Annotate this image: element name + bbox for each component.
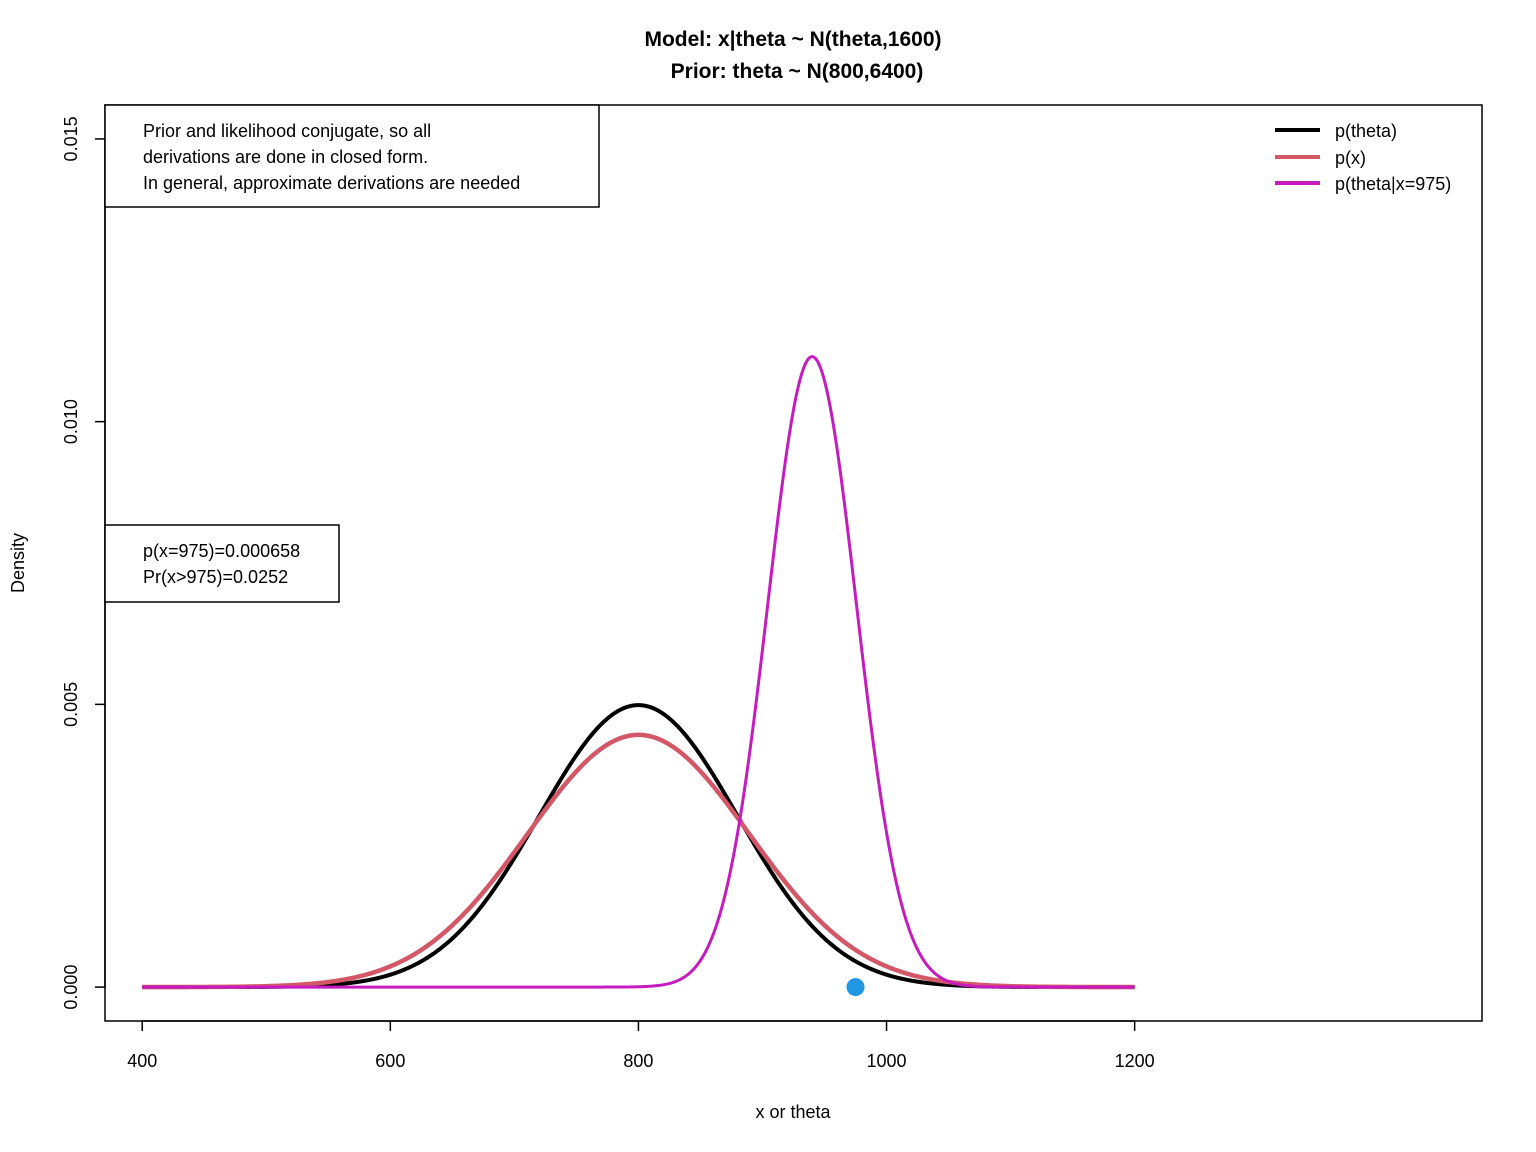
annotation-line: derivations are done in closed form.	[143, 147, 428, 167]
x-axis-label: x or theta	[755, 1102, 831, 1122]
x-tick-label: 800	[623, 1051, 653, 1071]
annotation-box-evidence: p(x=975)=0.000658 Pr(x>975)=0.0252	[104, 524, 340, 603]
chart-title-line-1: Model: x|theta ~ N(theta,1600)	[644, 28, 941, 51]
chart-title-line-2: Prior: theta ~ N(800,6400)	[671, 60, 924, 83]
annotation-line: Pr(x>975)=0.0252	[143, 567, 288, 587]
observed-x-marker	[846, 978, 865, 997]
legend-label-marginal: p(x)	[1335, 148, 1366, 168]
y-tick-label: 0.005	[61, 682, 81, 727]
x-tick-label: 1000	[867, 1051, 907, 1071]
y-axis-label: Density	[8, 533, 28, 593]
x-tick-label: 400	[127, 1051, 157, 1071]
y-tick-label: 0.015	[61, 116, 81, 161]
series-layer	[141, 355, 1136, 990]
series-line-1	[141, 703, 1136, 990]
series-line-3	[141, 355, 1135, 989]
legend: p(theta) p(x) p(theta|x=975)	[1275, 121, 1451, 194]
x-tick-label: 1200	[1115, 1051, 1155, 1071]
x-axis: 400 600 800 1000 1200	[127, 1020, 1155, 1071]
annotation-line: Prior and likelihood conjugate, so all	[143, 121, 431, 141]
y-tick-label: 0.010	[61, 399, 81, 444]
annotation-box-conjugacy: Prior and likelihood conjugate, so all d…	[104, 104, 600, 208]
series-line-2	[141, 732, 1136, 990]
x-tick-label: 600	[375, 1051, 405, 1071]
y-tick-label: 0.000	[61, 965, 81, 1010]
annotation-line: p(x=975)=0.000658	[143, 541, 300, 561]
legend-label-prior: p(theta)	[1335, 121, 1397, 141]
legend-label-posterior: p(theta|x=975)	[1335, 174, 1451, 194]
y-axis: 0.000 0.005 0.010 0.015	[61, 116, 106, 1010]
annotation-line: In general, approximate derivations are …	[143, 173, 520, 193]
